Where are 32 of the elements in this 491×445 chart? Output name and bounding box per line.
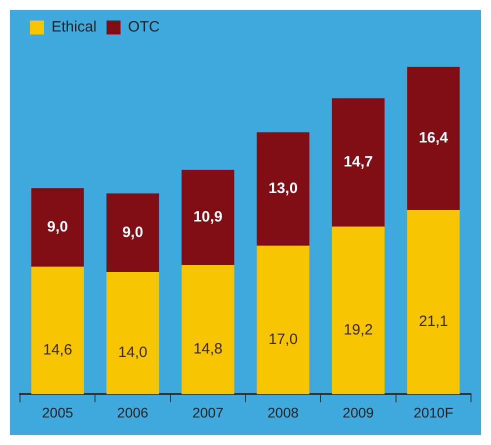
bar: [256, 132, 310, 246]
data-label: 16,4: [418, 130, 449, 147]
data-label: 10,9: [193, 208, 223, 226]
bar: [31, 266, 84, 394]
bar: [182, 264, 234, 394]
data-label: 14,8: [193, 340, 223, 358]
bar: [407, 66, 460, 210]
bar: [31, 188, 84, 267]
data-label: 19,2: [344, 322, 373, 339]
legend-label: OTC: [128, 18, 160, 36]
data-label: 17,0: [268, 331, 298, 348]
bar: [256, 246, 310, 394]
x-tick-label: 2008: [268, 404, 299, 420]
legend-label: Ethical: [52, 18, 97, 36]
bar: [407, 210, 460, 394]
x-tick-label: 2005: [42, 404, 74, 420]
data-label: 14,7: [344, 154, 373, 171]
x-tick-label: 2007: [192, 404, 224, 420]
x-tick-label: 2009: [342, 404, 374, 420]
x-tick-label: 2010F: [414, 404, 454, 420]
bar: [332, 226, 385, 394]
data-label: 21,1: [418, 313, 448, 330]
data-label: 9,0: [47, 218, 68, 236]
bar: [106, 272, 160, 394]
x-tick-label: 2006: [117, 404, 149, 420]
bar: [332, 98, 385, 227]
bar: [106, 193, 160, 272]
data-label: 9,0: [122, 224, 144, 241]
data-label: 14,0: [118, 344, 148, 362]
data-label: 14,6: [42, 342, 72, 359]
bar: [182, 170, 234, 265]
data-label: 13,0: [268, 180, 298, 198]
